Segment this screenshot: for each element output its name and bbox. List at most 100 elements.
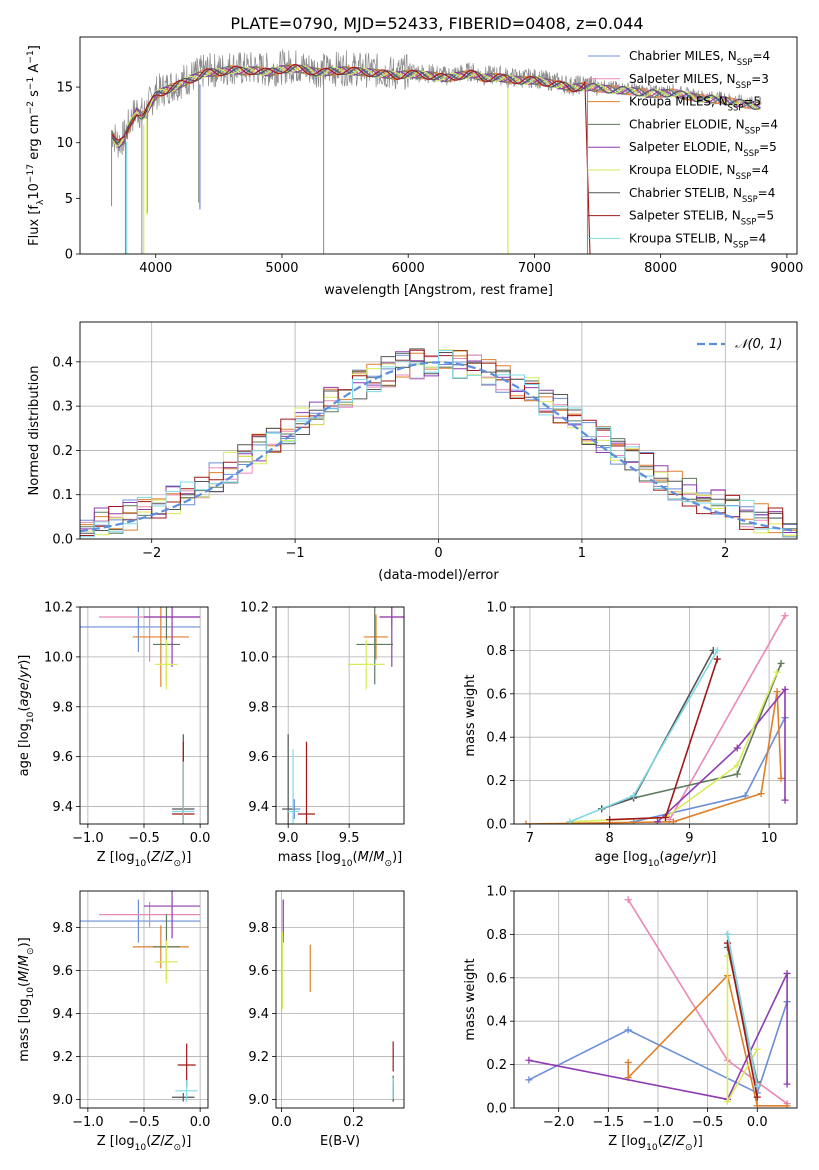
x-tick-label: 8000 (644, 261, 677, 276)
x-tick-label: 9000 (770, 261, 803, 276)
x-tick-label: −1.0 (72, 831, 104, 846)
marker-KroupaMILES (522, 820, 530, 824)
x-tick-label: 2 (721, 546, 729, 561)
axes-frame (275, 890, 405, 1109)
x-axis-label: E(B-V) (320, 1134, 360, 1149)
axes-frame (275, 606, 405, 825)
x-axis-label: wavelength [Angstrom, rest frame] (324, 283, 553, 298)
plot-area (522, 612, 789, 824)
y-axis-label: Normed distribution (27, 366, 42, 496)
x-tick-label: −1.0 (72, 1115, 104, 1130)
x-tick-label: 7 (526, 831, 534, 846)
marker-KroupaMILES (783, 1102, 791, 1108)
marker-SalpeterELODIE (781, 796, 789, 804)
y-tick-label: 9.4 (52, 1007, 73, 1022)
figure-title: PLATE=0790, MJD=52433, FIBERID=0408, z=0… (230, 14, 643, 33)
y-tick-label: 0.6 (486, 687, 507, 702)
marker-SalpeterELODIE (525, 1056, 533, 1064)
y-tick-label: 0.2 (52, 444, 73, 459)
marker-KroupaSTELIB (753, 1082, 761, 1090)
y-tick-label: 9.8 (52, 921, 73, 936)
x-tick-label: −1 (286, 546, 305, 561)
y-tick-label: 1.0 (486, 885, 507, 900)
x-tick-label: 0.0 (271, 1115, 292, 1130)
legend-label-SalpeterSTELIB: Salpeter STELIB, NSSP=5 (629, 209, 774, 227)
axes-frame (513, 606, 798, 825)
y-tick-label: 0.0 (52, 533, 73, 548)
y-tick-label: 9.8 (248, 700, 269, 715)
x-tick-label: −2.0 (543, 1115, 575, 1130)
y-tick-label: 0.4 (486, 731, 507, 746)
axes-frame (513, 890, 798, 1109)
marker-KroupaELODIE (773, 668, 781, 676)
marker-SalpeterSTELIB (661, 813, 669, 821)
y-tick-label: 0.8 (486, 928, 507, 943)
x-tick-label: 6000 (392, 261, 425, 276)
normal-curve (80, 361, 797, 533)
marker-ChabrierMILES (525, 1076, 533, 1084)
y-tick-label: 0.3 (52, 400, 73, 415)
axes-mass_vs_EBV: 0.0 0.2 9.0 9.2 9.4 9.6 9.8 E(B-V) (248, 890, 405, 1149)
axes-spectrum: 4000 5000 6000 7000 8000 9000 0 5 10 15 wavelength… (26, 36, 803, 298)
x-axis-label: Z [log10(Z/Z⊙)] (97, 850, 192, 869)
x-tick-label: 8 (606, 831, 614, 846)
grid (80, 606, 208, 824)
axes-mass_weight_vs_Z: −2.0 −1.5 −1.0 −0.5 0.0 0.0 0.2 0.4 0.6 0.8 1.0 Z [… (463, 885, 798, 1153)
x-tick-label: −1.0 (642, 1115, 674, 1130)
y-tick-label: 10.2 (240, 601, 269, 616)
series-KroupaELODIE (569, 671, 778, 823)
x-tick-label: −0.5 (128, 1115, 160, 1130)
x-axis-label: mass [log10(M/M⊙)] (278, 850, 402, 869)
y-tick-label: 9.2 (52, 1050, 73, 1065)
y-axis-label: Flux [fλ10−17 erg cm−2 s−1 A−1] (26, 45, 46, 246)
x-tick-label: 1 (578, 546, 586, 561)
series-SalpeterELODIE (656, 687, 786, 823)
marker-SalpeterMILES (624, 896, 632, 904)
y-axis-label: mass [log10(M/M⊙)] (17, 937, 36, 1061)
marker-SalpeterELODIE (733, 744, 741, 752)
legend-label-ChabrierELODIE: Chabrier ELODIE, NSSP=4 (629, 117, 778, 135)
axes-frame (79, 890, 209, 1109)
x-tick-label: 0.0 (190, 1115, 211, 1130)
y-tick-label: 9.8 (248, 921, 269, 936)
legend: Chabrier MILES, NSSP=4 Salpeter MILES, NS… (588, 49, 778, 249)
marker-SalpeterSTELIB (606, 816, 614, 824)
axes-residual_histogram: −2 −1 0 1 2 0.0 0.1 0.2 0.3 0.4 (data-model)/error… (27, 321, 798, 583)
legend-label-ChabrierMILES: Chabrier MILES, NSSP=4 (629, 49, 770, 67)
marker-KroupaSTELIB (630, 792, 638, 800)
legend-label-KroupaSTELIB: Kroupa STELIB, NSSP=4 (629, 231, 766, 249)
y-axis-label: mass weight (463, 674, 478, 756)
y-tick-label: 9.8 (52, 700, 73, 715)
axes-frame (79, 36, 798, 255)
marker-SalpeterELODIE (653, 818, 661, 824)
y-tick-label: 0.4 (52, 355, 73, 370)
x-axis-label: age [log10(age/yr)] (595, 850, 717, 869)
x-tick-label: 5000 (265, 261, 298, 276)
y-tick-label: 0.8 (486, 644, 507, 659)
y-tick-label: 0.2 (486, 1058, 507, 1073)
marker-SalpeterSTELIB (713, 655, 721, 663)
plot-area (80, 607, 201, 824)
x-tick-label: 0.0 (190, 831, 211, 846)
y-tick-label: 10.0 (240, 650, 269, 665)
x-tick-label: 9.5 (339, 831, 360, 846)
y-tick-label: 15 (56, 81, 73, 96)
x-tick-label: 7000 (518, 261, 551, 276)
grid (514, 890, 797, 1109)
y-tick-label: 9.6 (248, 750, 269, 765)
marker-KroupaELODIE (753, 1045, 761, 1053)
series-SalpeterMILES (668, 615, 786, 821)
plot-area (111, 49, 762, 254)
y-axis-label: mass weight (463, 958, 478, 1040)
axes-frame (79, 321, 798, 540)
grid (80, 891, 208, 1108)
marker-KroupaELODIE (723, 1097, 731, 1105)
y-tick-label: 10.0 (44, 650, 73, 665)
legend-label-KroupaELODIE: Kroupa ELODIE, NSSP=4 (629, 163, 769, 181)
x-tick-label: 0 (434, 546, 442, 561)
x-tick-label: 10 (761, 831, 778, 846)
x-axis-label: (data-model)/error (378, 568, 499, 583)
y-tick-label: 9.4 (248, 800, 269, 815)
x-tick-label: −1.5 (593, 1115, 625, 1130)
series-SalpeterELODIE (528, 973, 788, 1101)
